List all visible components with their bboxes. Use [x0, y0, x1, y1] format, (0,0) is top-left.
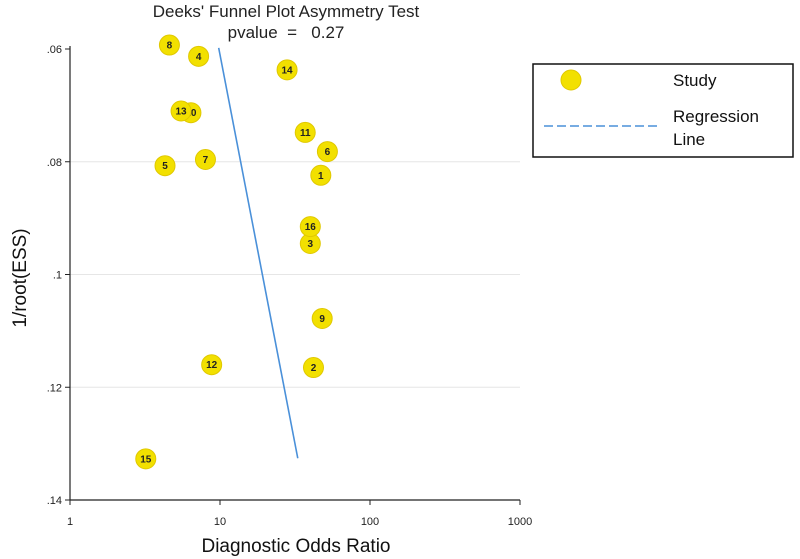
- y-tick-label: .14: [47, 495, 62, 507]
- study-point-1: 1: [310, 164, 332, 186]
- study-label: 4: [196, 52, 202, 63]
- study-point-15: 15: [135, 448, 157, 470]
- study-label: 14: [282, 65, 294, 76]
- study-points: 12345678910111213141516: [135, 34, 338, 470]
- study-label: 13: [175, 107, 187, 118]
- tick-labels: .06 .08 .1 .12 .14 1 10 100 1000: [47, 44, 533, 528]
- y-axis-label: 1/root(ESS): [10, 228, 31, 327]
- study-point-14: 14: [276, 59, 298, 81]
- chart-subtitle: pvalue = 0.27: [228, 23, 345, 42]
- study-point-12: 12: [201, 354, 223, 376]
- study-label: 5: [162, 161, 168, 172]
- study-label: 8: [167, 41, 173, 52]
- study-point-8: 8: [158, 34, 180, 56]
- study-marker: [154, 155, 176, 177]
- study-label: 15: [140, 454, 152, 465]
- y-tick-label: .12: [47, 382, 62, 394]
- study-marker: [276, 59, 298, 81]
- study-label: 12: [206, 360, 218, 371]
- y-tick-label: .1: [53, 270, 62, 282]
- gridlines: [70, 161, 520, 388]
- study-point-6: 6: [316, 141, 338, 163]
- study-label: 7: [203, 155, 209, 166]
- regression-line: [217, 47, 299, 459]
- x-tick-label: 10: [214, 516, 226, 528]
- study-marker: [170, 100, 192, 122]
- study-point-11: 11: [294, 121, 316, 143]
- study-point-4: 4: [188, 45, 210, 67]
- study-label: 9: [319, 314, 325, 325]
- study-point-5: 5: [154, 155, 176, 177]
- study-marker: [299, 216, 321, 238]
- legend-study-label: Study: [673, 71, 717, 90]
- study-label: 6: [325, 147, 331, 158]
- study-marker: [311, 307, 333, 329]
- study-marker: [135, 448, 157, 470]
- study-point-7: 7: [194, 148, 216, 170]
- study-label: 3: [308, 239, 314, 250]
- study-marker: [302, 357, 324, 379]
- study-marker: [294, 121, 316, 143]
- study-point-16: 16: [299, 216, 321, 238]
- x-tick-label: 1: [67, 516, 73, 528]
- chart-title: Deeks' Funnel Plot Asymmetry Test: [153, 2, 420, 21]
- y-tick-label: .08: [47, 157, 62, 169]
- study-marker: [201, 354, 223, 376]
- study-marker: [188, 45, 210, 67]
- study-marker: [194, 148, 216, 170]
- study-label: 1: [318, 171, 324, 182]
- legend-study-marker: [560, 69, 582, 91]
- study-marker: [158, 34, 180, 56]
- study-point-13: 13: [170, 100, 192, 122]
- study-marker: [310, 164, 332, 186]
- study-point-9: 9: [311, 307, 333, 329]
- x-tick-label: 1000: [508, 516, 532, 528]
- study-label: 2: [311, 363, 317, 374]
- study-point-2: 2: [302, 357, 324, 379]
- regression-line-layer: [217, 47, 299, 459]
- axes: [65, 46, 521, 505]
- y-tick-label: .06: [47, 44, 62, 56]
- x-axis-label: Diagnostic Odds Ratio: [201, 536, 390, 557]
- legend-regression-label-line2: Line: [673, 130, 705, 149]
- study-marker: [316, 141, 338, 163]
- study-label: 11: [300, 128, 311, 139]
- legend: Study Regression Line: [532, 63, 794, 158]
- legend-regression-label: Regression: [673, 107, 759, 126]
- study-label: 16: [305, 222, 317, 233]
- x-tick-label: 100: [361, 516, 379, 528]
